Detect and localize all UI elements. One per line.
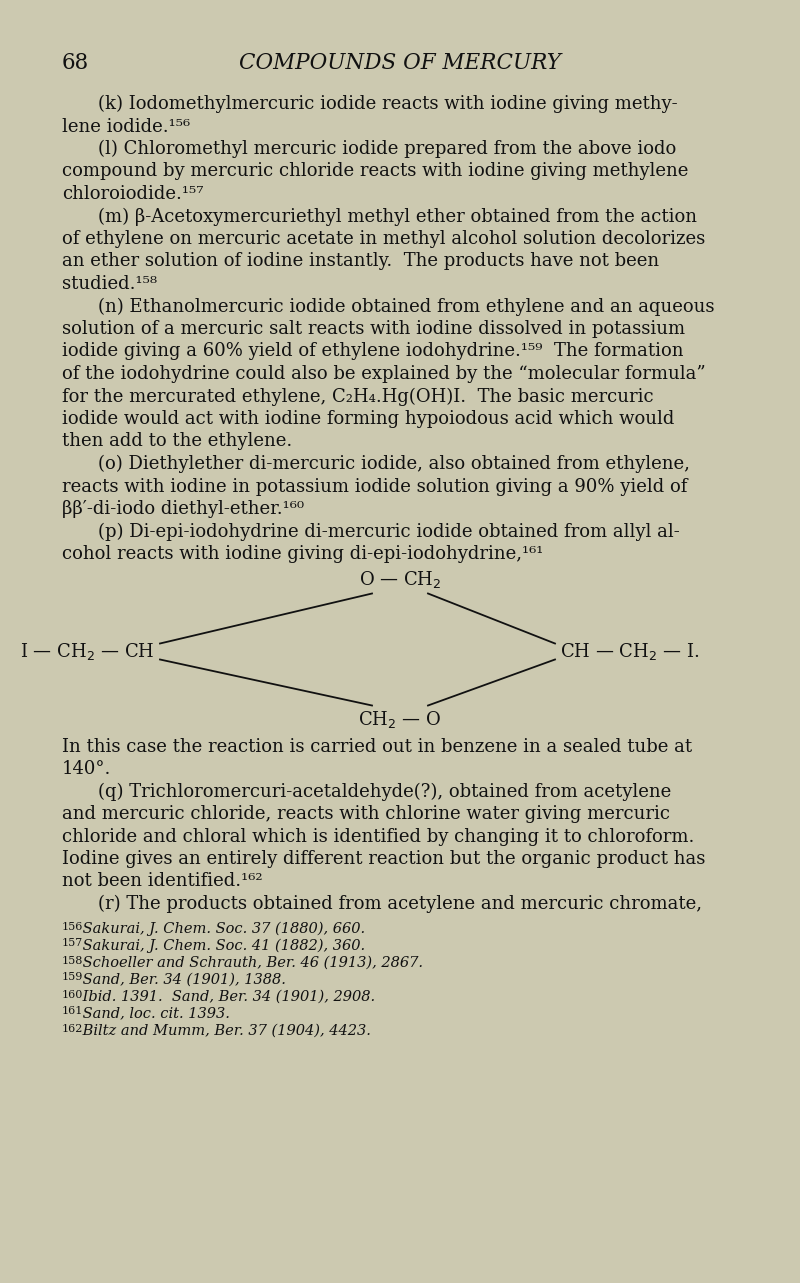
Text: of ethylene on mercuric acetate in methyl alcohol solution decolorizes: of ethylene on mercuric acetate in methy…: [62, 230, 706, 248]
Text: (n) Ethanolmercuric iodide obtained from ethylene and an aqueous: (n) Ethanolmercuric iodide obtained from…: [98, 298, 714, 316]
Text: studied.¹⁵⁸: studied.¹⁵⁸: [62, 275, 157, 293]
Text: then add to the ethylene.: then add to the ethylene.: [62, 432, 292, 450]
Text: 157: 157: [62, 938, 83, 948]
Text: Ibid. 1391.  Sand, Ber. 34 (1901), 2908.: Ibid. 1391. Sand, Ber. 34 (1901), 2908.: [78, 989, 376, 1003]
Text: ββ′-di-iodo diethyl-ether.¹⁶⁰: ββ′-di-iodo diethyl-ether.¹⁶⁰: [62, 500, 304, 518]
Text: In this case the reaction is carried out in benzene in a sealed tube at: In this case the reaction is carried out…: [62, 738, 692, 756]
Text: an ether solution of iodine instantly.  The products have not been: an ether solution of iodine instantly. T…: [62, 253, 659, 271]
Text: (m) β-Acetoxymercuriethyl methyl ether obtained from the action: (m) β-Acetoxymercuriethyl methyl ether o…: [98, 208, 697, 226]
Text: chloroiodide.¹⁵⁷: chloroiodide.¹⁵⁷: [62, 185, 203, 203]
Text: 160: 160: [62, 989, 83, 999]
Text: 159: 159: [62, 973, 83, 983]
Text: compound by mercuric chloride reacts with iodine giving methylene: compound by mercuric chloride reacts wit…: [62, 163, 688, 181]
Text: Sand, Ber. 34 (1901), 1388.: Sand, Ber. 34 (1901), 1388.: [78, 973, 286, 987]
Text: O — CH$_2$: O — CH$_2$: [358, 568, 442, 589]
Text: for the mercurated ethylene, C₂H₄.Hg(OH)I.  The basic mercuric: for the mercurated ethylene, C₂H₄.Hg(OH)…: [62, 387, 654, 405]
Text: reacts with iodine in potassium iodide solution giving a 90% yield of: reacts with iodine in potassium iodide s…: [62, 477, 687, 495]
Text: (k) Iodomethylmercuric iodide reacts with iodine giving methy-: (k) Iodomethylmercuric iodide reacts wit…: [98, 95, 678, 113]
Text: solution of a mercuric salt reacts with iodine dissolved in potassium: solution of a mercuric salt reacts with …: [62, 319, 685, 337]
Text: iodide giving a 60% yield of ethylene iodohydrine.¹⁵⁹  The formation: iodide giving a 60% yield of ethylene io…: [62, 343, 683, 361]
Text: 162: 162: [62, 1024, 83, 1034]
Text: Sand, loc. cit. 1393.: Sand, loc. cit. 1393.: [78, 1006, 230, 1020]
Text: I — CH$_2$ — CH: I — CH$_2$ — CH: [20, 642, 155, 662]
Text: Sakurai, J. Chem. Soc. 41 (1882), 360.: Sakurai, J. Chem. Soc. 41 (1882), 360.: [78, 938, 366, 953]
Text: 156: 156: [62, 921, 83, 931]
Text: Schoeller and Schrauth, Ber. 46 (1913), 2867.: Schoeller and Schrauth, Ber. 46 (1913), …: [78, 956, 423, 970]
Text: Sakurai, J. Chem. Soc. 37 (1880), 660.: Sakurai, J. Chem. Soc. 37 (1880), 660.: [78, 921, 366, 935]
Text: 161: 161: [62, 1006, 83, 1016]
Text: lene iodide.¹⁵⁶: lene iodide.¹⁵⁶: [62, 118, 190, 136]
Text: (l) Chloromethyl mercuric iodide prepared from the above iodo: (l) Chloromethyl mercuric iodide prepare…: [98, 140, 676, 158]
Text: 140°.: 140°.: [62, 760, 111, 777]
Text: CH$_2$ — O: CH$_2$ — O: [358, 709, 442, 730]
Text: cohol reacts with iodine giving di-epi-iodohydrine,¹⁶¹: cohol reacts with iodine giving di-epi-i…: [62, 545, 543, 563]
Text: 158: 158: [62, 956, 83, 966]
Text: (q) Trichloromercuri-acetaldehyde(?), obtained from acetylene: (q) Trichloromercuri-acetaldehyde(?), ob…: [98, 783, 671, 801]
Text: (r) The products obtained from acetylene and mercuric chromate,: (r) The products obtained from acetylene…: [98, 896, 702, 913]
Text: and mercuric chloride, reacts with chlorine water giving mercuric: and mercuric chloride, reacts with chlor…: [62, 804, 670, 822]
Text: Iodine gives an entirely different reaction but the organic product has: Iodine gives an entirely different react…: [62, 851, 706, 869]
Text: Biltz and Mumm, Ber. 37 (1904), 4423.: Biltz and Mumm, Ber. 37 (1904), 4423.: [78, 1024, 371, 1038]
Text: 68: 68: [62, 53, 90, 74]
Text: iodide would act with iodine forming hypoiodous acid which would: iodide would act with iodine forming hyp…: [62, 411, 674, 429]
Text: COMPOUNDS OF MERCURY: COMPOUNDS OF MERCURY: [239, 53, 561, 74]
Text: chloride and chloral which is identified by changing it to chloroform.: chloride and chloral which is identified…: [62, 828, 694, 845]
Text: (p) Di-epi-iodohydrine di-mercuric iodide obtained from allyl al-: (p) Di-epi-iodohydrine di-mercuric iodid…: [98, 522, 680, 540]
Text: of the iodohydrine could also be explained by the “molecular formula”: of the iodohydrine could also be explain…: [62, 364, 706, 384]
Text: (o) Diethylether di-mercuric iodide, also obtained from ethylene,: (o) Diethylether di-mercuric iodide, als…: [98, 455, 690, 473]
Text: CH — CH$_2$ — I.: CH — CH$_2$ — I.: [560, 642, 700, 662]
Text: not been identified.¹⁶²: not been identified.¹⁶²: [62, 872, 262, 890]
